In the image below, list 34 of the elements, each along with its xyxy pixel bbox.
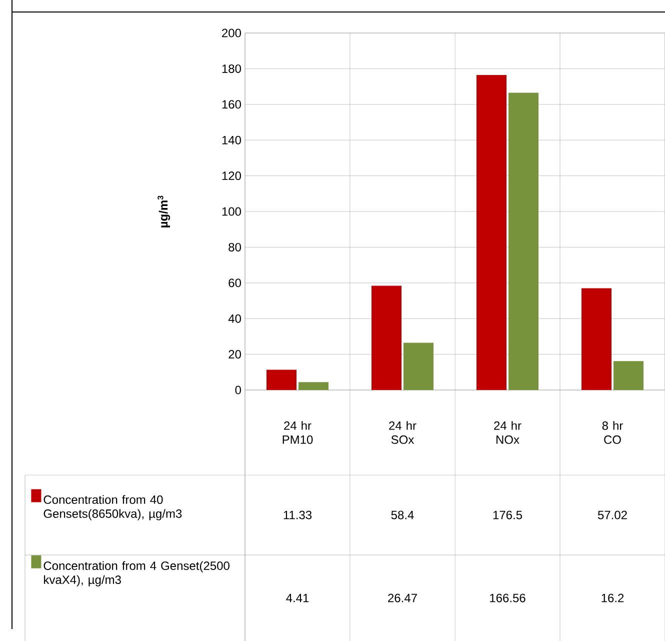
data-label: 11.33 [284,510,312,520]
bar [476,74,506,390]
bar [613,361,644,390]
data-label: 166.56 [490,594,526,602]
y-tick-label: 80 [228,242,241,252]
data-label: 176.5 [493,510,522,520]
y-tick-label: 160 [222,100,241,109]
y-tick-label: 200 [222,28,241,38]
y-tick-label: 180 [222,64,241,73]
y-tick-label: 60 [228,278,241,288]
y-tick-label: 100 [222,207,241,216]
y-tick-label: 20 [228,350,241,359]
data-label: 57.02 [598,510,627,520]
y-tick-label: 40 [228,314,241,323]
data-label: 16.2 [602,594,624,602]
bar [298,382,328,390]
bar [372,286,402,390]
legend-label: Concentration from 4 Genset(2500 kvaX4), µg/m3 [44,561,230,586]
y-tick-label: 0 [235,386,241,394]
y-tick-label: 120 [222,172,241,180]
x-tick-label: 24 hr NOx [494,421,522,444]
data-label: 4.41 [286,594,309,602]
x-tick-label: 8 hr CO [602,421,623,444]
bar [581,288,612,390]
bar [403,342,434,390]
bar [266,370,296,390]
y-axis-title: µg/m$^{3}$ [158,196,170,228]
y-tick-label: 140 [222,136,241,144]
bar [508,92,538,390]
data-label: 26.47 [388,594,417,602]
x-tick-label: 24 hr SOx [389,421,416,444]
legend-label: Concentration from 40 Gensets(8650kva), µg/m3 [44,495,182,520]
data-label: 58.4 [391,510,414,520]
x-tick-label: 24 hr PM10 [282,421,313,444]
